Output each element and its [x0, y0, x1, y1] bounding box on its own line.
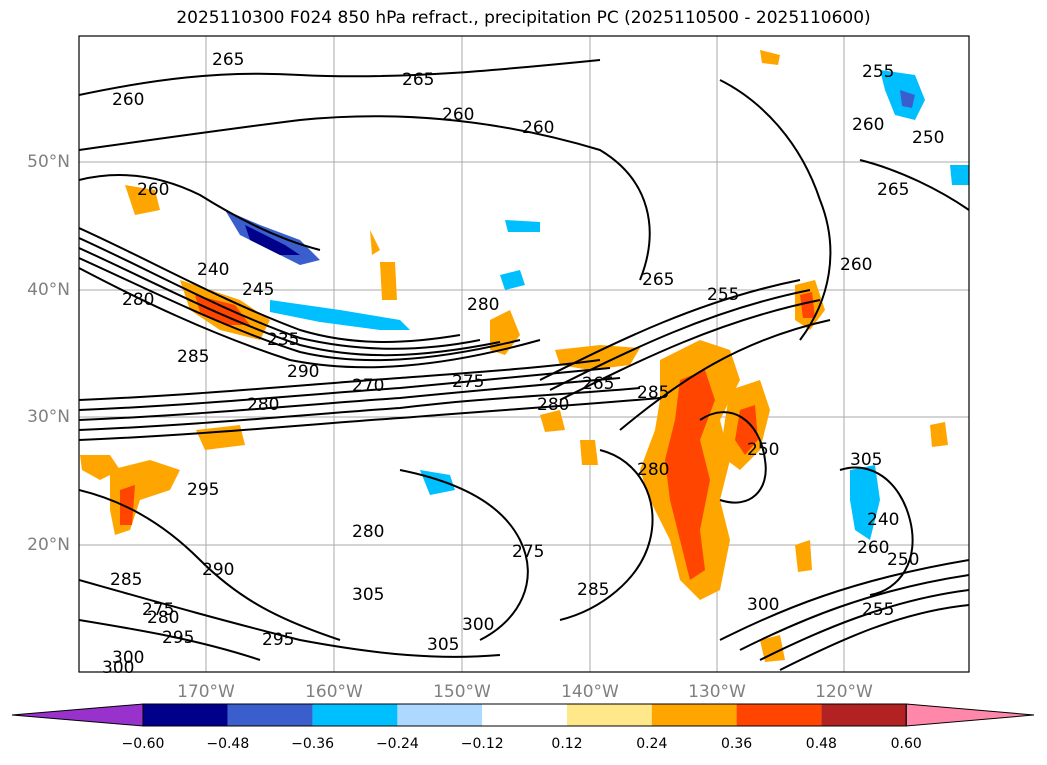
- contour-value-label: 250: [747, 440, 780, 460]
- colorbar-tick-label: 0.60: [890, 736, 922, 752]
- contour-value-label: 265: [877, 180, 910, 200]
- contour-value-label: 260: [112, 90, 145, 110]
- contour-value-label: 260: [857, 538, 890, 558]
- contour-value-label: 280: [247, 395, 280, 415]
- contour-value-label: 275: [512, 542, 545, 562]
- contour-value-label: 265: [642, 270, 675, 290]
- lat-label-30n: 30°N: [27, 407, 70, 427]
- contour-value-label: 300: [747, 595, 780, 615]
- contour-value-label: 295: [187, 480, 220, 500]
- colorbar-tick-label: −0.12: [460, 736, 504, 752]
- contour-value-label: 265: [212, 50, 245, 70]
- contour-value-label: 260: [522, 118, 555, 138]
- colorbar-segment: [312, 704, 398, 726]
- contour-value-label: 260: [852, 115, 885, 135]
- contour-value-label: 295: [162, 628, 195, 648]
- contour-value-label: 265: [402, 70, 435, 90]
- lon-label-150w: 150°W: [433, 682, 491, 702]
- contour-value-label: 255: [862, 62, 895, 82]
- colorbar-tick-label: 0.12: [551, 736, 583, 752]
- colorbar-tick-label: −0.48: [206, 736, 250, 752]
- colorbar-extend-high: [905, 703, 1035, 727]
- contour-value-label: 290: [287, 362, 320, 382]
- contour-value-label: 250: [887, 550, 920, 570]
- contour-value-label: 255: [862, 600, 895, 620]
- contour-value-label: 240: [197, 260, 230, 280]
- map-title: 2025110300 F024 850 hPa refract., precip…: [176, 8, 871, 28]
- contour-value-label: 260: [137, 180, 170, 200]
- colorbar-extend-low: [11, 703, 144, 727]
- contour-value-label: 295: [262, 630, 295, 650]
- lat-label-20n: 20°N: [27, 535, 70, 555]
- contour-value-label: 270: [352, 376, 385, 396]
- contour-value-label: 275: [452, 372, 485, 392]
- lon-label-160w: 160°W: [305, 682, 363, 702]
- colorbar-tick-label: 0.24: [636, 736, 668, 752]
- contour-value-label: 305: [850, 450, 883, 470]
- colorbar-segment: [397, 704, 483, 726]
- contour-value-label: 285: [577, 580, 610, 600]
- contour-value-label: 285: [110, 570, 143, 590]
- contour-value-label: 240: [867, 510, 900, 530]
- contour-value-label: 245: [242, 280, 275, 300]
- contour-value-label: 280: [637, 460, 670, 480]
- contour-value-label: 255: [707, 285, 740, 305]
- contour-value-label: 260: [442, 105, 475, 125]
- map-frame: [78, 35, 970, 673]
- contour-value-label: 260: [840, 255, 873, 275]
- colorbar-tick-label: −0.36: [291, 736, 335, 752]
- contour-value-label: 250: [912, 128, 945, 148]
- colorbar-tick-label: −0.60: [121, 736, 165, 752]
- contour-value-label: 300: [462, 615, 495, 635]
- colorbar-segment: [143, 704, 228, 726]
- contour-value-label: 300: [112, 648, 145, 668]
- lon-label-130w: 130°W: [688, 682, 746, 702]
- contour-value-label: 280: [122, 290, 155, 310]
- contour-value-label: 235: [267, 330, 300, 350]
- contour-value-label: 280: [467, 295, 500, 315]
- colorbar-segment: [567, 704, 652, 726]
- contour-value-label: 305: [427, 635, 460, 655]
- contour-value-label: 290: [202, 560, 235, 580]
- lon-label-120w: 120°W: [815, 682, 873, 702]
- contour-value-label: 300: [102, 658, 135, 678]
- colorbar-segment: [651, 704, 737, 726]
- contour-value-label: 285: [637, 383, 670, 403]
- refractivity-contours: [79, 59, 969, 671]
- colorbar-segment: [227, 704, 313, 726]
- colorbar-segment: [736, 704, 822, 726]
- colorbar-tick-label: 0.36: [721, 736, 753, 752]
- contour-value-label: 305: [352, 585, 385, 605]
- lon-label-140w: 140°W: [561, 682, 619, 702]
- contour-value-label: 285: [177, 347, 210, 367]
- contour-value-label: 280: [352, 522, 385, 542]
- colorbar-tick-label: −0.24: [375, 736, 419, 752]
- colorbar: [11, 703, 1035, 727]
- colorbar-tick-label: 0.48: [805, 736, 837, 752]
- lon-label-170w: 170°W: [177, 682, 235, 702]
- colorbar-segment: [482, 704, 567, 726]
- contour-value-label: 275: [142, 600, 175, 620]
- contour-value-label: 280: [537, 395, 570, 415]
- colorbar-segment: [821, 704, 907, 726]
- lat-label-40n: 40°N: [27, 280, 70, 300]
- colorbar-frame: [142, 703, 907, 727]
- lat-label-50n: 50°N: [27, 152, 70, 172]
- contour-value-label: 280: [147, 608, 180, 628]
- contour-value-label: 265: [582, 374, 615, 394]
